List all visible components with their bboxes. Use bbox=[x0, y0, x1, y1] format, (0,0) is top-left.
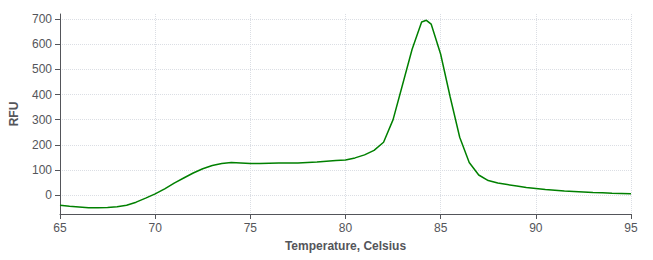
svg-text:Temperature, Celsius: Temperature, Celsius bbox=[285, 239, 406, 253]
svg-text:95: 95 bbox=[624, 221, 638, 235]
svg-text:500: 500 bbox=[32, 62, 52, 76]
svg-text:0: 0 bbox=[45, 188, 52, 202]
svg-text:RFU: RFU bbox=[7, 102, 21, 127]
svg-text:85: 85 bbox=[434, 221, 448, 235]
svg-text:200: 200 bbox=[32, 138, 52, 152]
svg-text:75: 75 bbox=[244, 221, 258, 235]
svg-text:700: 700 bbox=[32, 12, 52, 26]
svg-text:100: 100 bbox=[32, 163, 52, 177]
svg-text:300: 300 bbox=[32, 113, 52, 127]
svg-text:600: 600 bbox=[32, 37, 52, 51]
svg-text:65: 65 bbox=[53, 221, 67, 235]
svg-text:80: 80 bbox=[339, 221, 353, 235]
svg-text:90: 90 bbox=[529, 221, 543, 235]
svg-text:400: 400 bbox=[32, 88, 52, 102]
svg-text:70: 70 bbox=[148, 221, 162, 235]
